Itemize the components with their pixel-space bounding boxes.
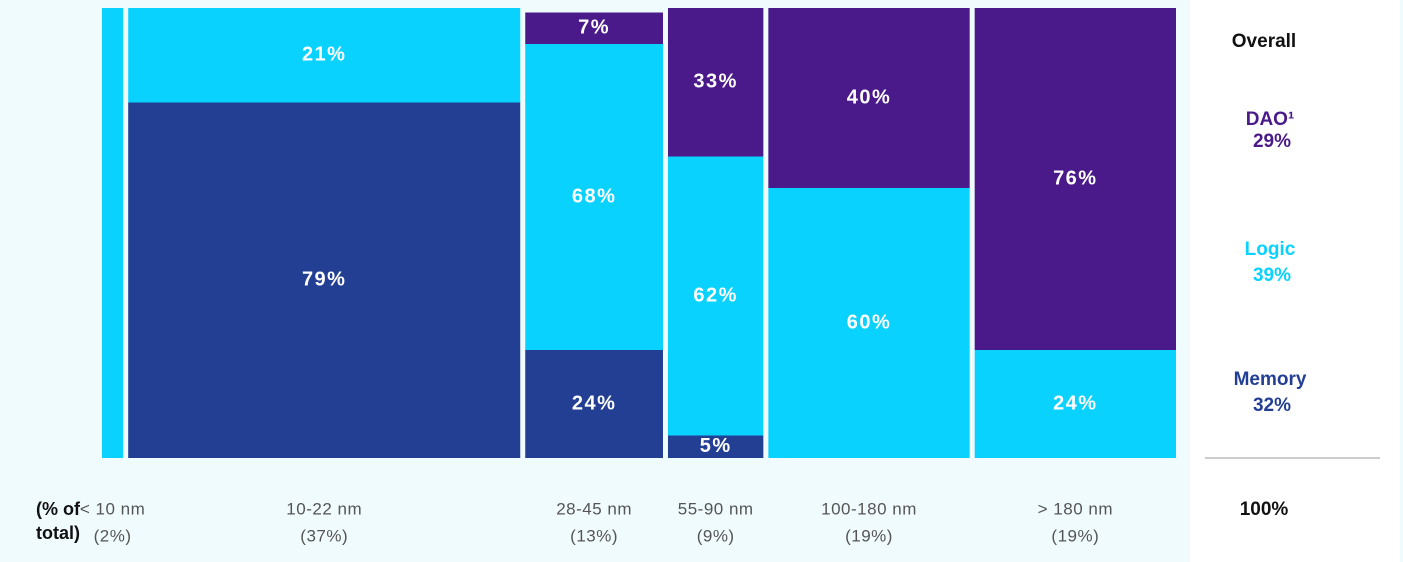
legend-total: 39% <box>1253 265 1291 286</box>
segment <box>102 8 124 458</box>
segment-label: 79% <box>302 269 347 291</box>
x-tick-label: > 180 nm <box>1038 499 1113 518</box>
segment <box>974 8 1176 350</box>
segment <box>128 8 521 103</box>
segment <box>974 350 1176 458</box>
legend-total: 32% <box>1253 395 1291 416</box>
legend-total: 29% <box>1253 131 1291 152</box>
segment-label: 24% <box>572 392 617 414</box>
width-label: (9%) <box>697 526 735 545</box>
legend-name: Memory <box>1234 369 1307 390</box>
segment-label: 24% <box>1053 392 1098 414</box>
x-tick-label: 55-90 nm <box>678 499 754 518</box>
width-label: (19%) <box>845 526 893 545</box>
x-tick-label: 10-22 nm <box>286 499 362 518</box>
width-label: (13%) <box>570 526 618 545</box>
x-tick-label: 100-180 nm <box>821 499 917 518</box>
width-label: (2%) <box>94 526 132 545</box>
overall-panel <box>1190 0 1400 562</box>
segment-label: 21% <box>302 44 347 66</box>
segment-label: 62% <box>693 284 738 306</box>
segment-label: 33% <box>693 71 738 93</box>
segment <box>667 156 764 436</box>
segment-label: 60% <box>847 311 892 333</box>
width-label: (37%) <box>300 526 348 545</box>
segment <box>128 102 521 458</box>
legend-name: DAO¹ <box>1246 109 1295 130</box>
segment-label: 5% <box>700 435 732 457</box>
segment-label: 40% <box>847 86 892 108</box>
segment <box>768 8 970 188</box>
overall-total: 100% <box>1240 499 1289 520</box>
overall-title: Overall <box>1232 31 1296 52</box>
segment <box>525 44 663 350</box>
x-tick-label: 28-45 nm <box>556 499 632 518</box>
segment <box>525 350 663 458</box>
segment <box>768 188 970 458</box>
legend-name: Logic <box>1245 239 1296 260</box>
segment <box>525 12 663 44</box>
segment <box>667 8 764 157</box>
segment-label: 68% <box>572 185 617 207</box>
x-tick-label: < 10 nm <box>80 499 145 518</box>
width-axis-label: (% of total) <box>36 499 80 543</box>
segment-label: 76% <box>1053 167 1098 189</box>
width-label: (19%) <box>1051 526 1099 545</box>
segment-label: 7% <box>578 17 610 39</box>
segment <box>667 435 764 458</box>
